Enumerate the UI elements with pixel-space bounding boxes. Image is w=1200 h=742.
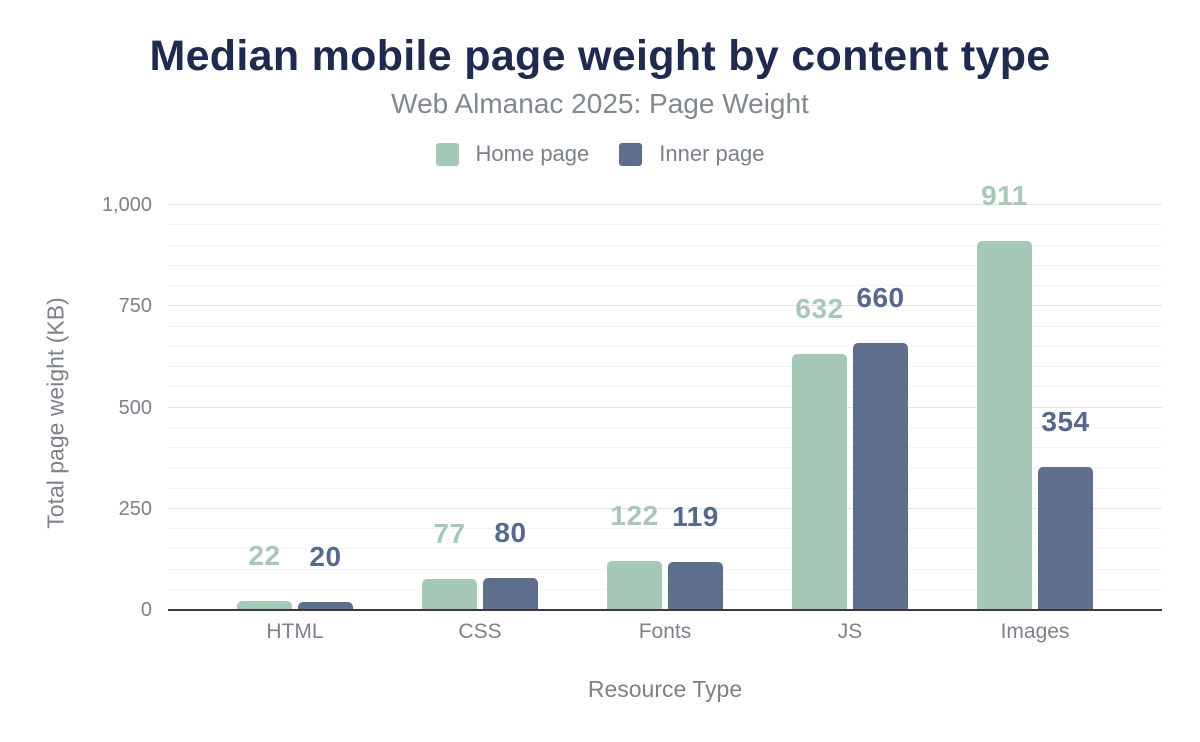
bar-home-page-css: [422, 578, 477, 610]
legend-item-inner-page: Inner page: [619, 141, 764, 167]
gridline: [168, 426, 1162, 428]
x-axis-category-label: Images: [1000, 620, 1070, 643]
bar-value-label-home-page-js: 632: [795, 293, 844, 325]
gridline: [168, 224, 1162, 226]
gridline: [168, 447, 1162, 448]
chart-title: Median mobile page weight by content typ…: [149, 32, 1051, 80]
gridline: [168, 487, 1162, 489]
bar-home-page-js: [792, 354, 847, 610]
bar-inner-page-fonts: [668, 561, 723, 610]
x-axis-category-label: JS: [837, 620, 863, 643]
chart-subtitle: Web Almanac 2025: Page Weight: [391, 88, 809, 119]
gridline: [168, 568, 1162, 570]
x-axis-category-label: HTML: [266, 620, 324, 643]
gridline: [168, 204, 1162, 205]
bar-value-label-inner-page-html: 20: [309, 540, 342, 572]
bar-value-label-home-page-css: 77: [433, 517, 466, 549]
bar-value-label-home-page-html: 22: [248, 540, 281, 572]
legend-swatch-inner-page: [619, 142, 643, 166]
bar-home-page-html: [237, 601, 292, 610]
x-axis-line: [168, 608, 1162, 612]
bar-home-page-images: [977, 241, 1032, 610]
bar-home-page-fonts: [607, 560, 662, 610]
gridline: [168, 305, 1162, 307]
gridline: [168, 406, 1162, 408]
bar-inner-page-html: [298, 601, 353, 610]
gridline: [168, 345, 1162, 347]
bar-value-label-inner-page-js: 660: [856, 281, 905, 313]
y-axis-tick-label: 0: [140, 599, 152, 621]
gridline: [168, 588, 1162, 590]
bar-value-label-inner-page-images: 354: [1041, 405, 1090, 437]
gridline: [168, 548, 1162, 550]
y-axis-tick-label: 1,000: [101, 194, 152, 216]
bar-value-label-home-page-fonts: 122: [610, 499, 659, 531]
gridline: [168, 366, 1162, 367]
x-axis-category-label: Fonts: [638, 620, 692, 643]
y-axis-tick-label: 750: [118, 295, 152, 318]
gridline: [168, 244, 1162, 246]
x-axis-category-label: CSS: [458, 620, 502, 643]
gridline: [168, 467, 1162, 469]
legend-item-home-page: Home page: [435, 141, 590, 167]
gridline: [168, 386, 1162, 388]
bar-inner-page-js: [853, 342, 908, 610]
y-axis-tick-label: 500: [118, 396, 152, 419]
legend-item-label: Home page: [475, 141, 590, 166]
y-axis-tick-label: 250: [118, 497, 152, 520]
gridline: [168, 325, 1162, 327]
gridline: [168, 528, 1162, 529]
bar-inner-page-images: [1038, 466, 1093, 610]
bar-value-label-home-page-images: 911: [981, 180, 1028, 212]
bar-value-label-inner-page-css: 80: [494, 516, 527, 548]
legend-item-label: Inner page: [659, 141, 765, 166]
legend: Home page Inner page: [0, 141, 1200, 167]
x-axis-title: Resource Type: [587, 676, 743, 702]
bar-value-label-inner-page-fonts: 119: [672, 500, 719, 532]
bar-inner-page-css: [483, 577, 538, 610]
gridline: [168, 264, 1162, 266]
legend-swatch-home-page: [435, 142, 459, 166]
gridline: [168, 507, 1162, 509]
plot-area: 22 20 77 80 122 119 632 660 911 354: [168, 182, 1162, 610]
gridline: [168, 285, 1162, 286]
